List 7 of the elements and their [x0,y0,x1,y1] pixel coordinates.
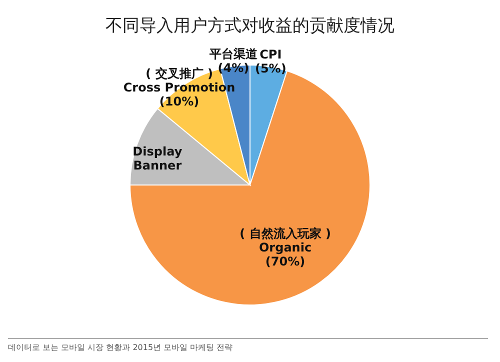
slice-label: 平台渠道 [208,47,258,62]
slice-label: ( 自然流入玩家 ) Organic [240,226,331,255]
data-label: (70%) [265,254,306,269]
text: 데이터로 보는 모바일 시장 현황과 2015년 모바일 마케팅 전략 [8,338,488,353]
chart-title: 不同导入用户方式对收益的贡献度情况 [106,16,394,36]
slice-label: Display Banner [132,144,182,173]
slice-label: CPI [260,48,282,62]
